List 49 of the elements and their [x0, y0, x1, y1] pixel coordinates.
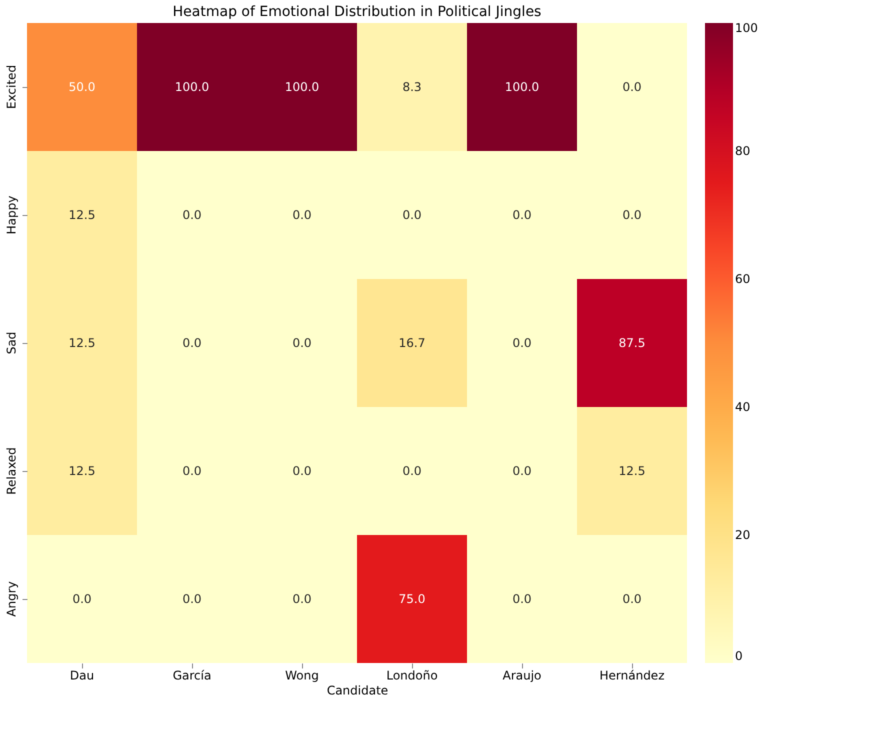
data-label: 8.3	[402, 80, 422, 94]
chart-title: Heatmap of Emotional Distribution in Political Jingles	[172, 4, 542, 20]
data-label: 0.0	[182, 592, 202, 606]
data-label: 100.0	[174, 80, 210, 94]
data-label: 0.0	[402, 208, 422, 222]
data-label: 100.0	[284, 80, 320, 94]
data-label: 0.0	[182, 336, 202, 350]
data-label: 12.5	[68, 464, 96, 478]
data-label: 0.0	[622, 80, 642, 94]
y-tick-label: Relaxed	[4, 447, 18, 495]
data-label: 0.0	[402, 464, 422, 478]
data-label: 100.0	[504, 80, 540, 94]
data-label: 12.5	[68, 336, 96, 350]
data-label: 0.0	[512, 208, 532, 222]
data-label: 12.5	[68, 208, 96, 222]
y-tick-label: Angry	[4, 581, 18, 617]
x-tick-label: Wong	[285, 668, 319, 682]
data-label: 0.0	[292, 464, 312, 478]
x-axis-title: Candidate	[326, 684, 388, 698]
data-label: 87.5	[618, 336, 646, 350]
data-label: 0.0	[622, 592, 642, 606]
x-tick-label: Araujo	[502, 668, 542, 682]
y-tick-label: Happy	[4, 196, 18, 234]
color-bar-label: 40	[735, 400, 750, 414]
x-tick-label: Dau	[70, 668, 94, 682]
x-tick-label: Londoño	[386, 668, 438, 682]
data-label: 0.0	[512, 336, 532, 350]
data-label: 0.0	[292, 592, 312, 606]
y-tick-label: Sad	[4, 332, 18, 354]
data-label: 0.0	[72, 592, 92, 606]
data-label: 12.5	[618, 464, 646, 478]
color-bar-label: 20	[735, 528, 750, 542]
data-label: 0.0	[182, 464, 202, 478]
data-label: 0.0	[182, 208, 202, 222]
data-label: 0.0	[512, 464, 532, 478]
data-label: 0.0	[292, 336, 312, 350]
data-label: 0.0	[622, 208, 642, 222]
data-label: 50.0	[68, 80, 96, 94]
data-label: 0.0	[512, 592, 532, 606]
data-label: 16.7	[398, 336, 426, 350]
color-bar-label: 0	[735, 649, 743, 663]
data-label: 0.0	[292, 208, 312, 222]
color-bar-label: 100	[735, 21, 758, 35]
x-tick-label: García	[172, 668, 212, 682]
data-label: 75.0	[398, 592, 426, 606]
color-bar-label: 60	[735, 272, 750, 286]
y-tick-label: Excited	[4, 64, 18, 110]
color-bar-label: 80	[735, 144, 750, 158]
x-tick-label: Hernández	[600, 668, 664, 682]
